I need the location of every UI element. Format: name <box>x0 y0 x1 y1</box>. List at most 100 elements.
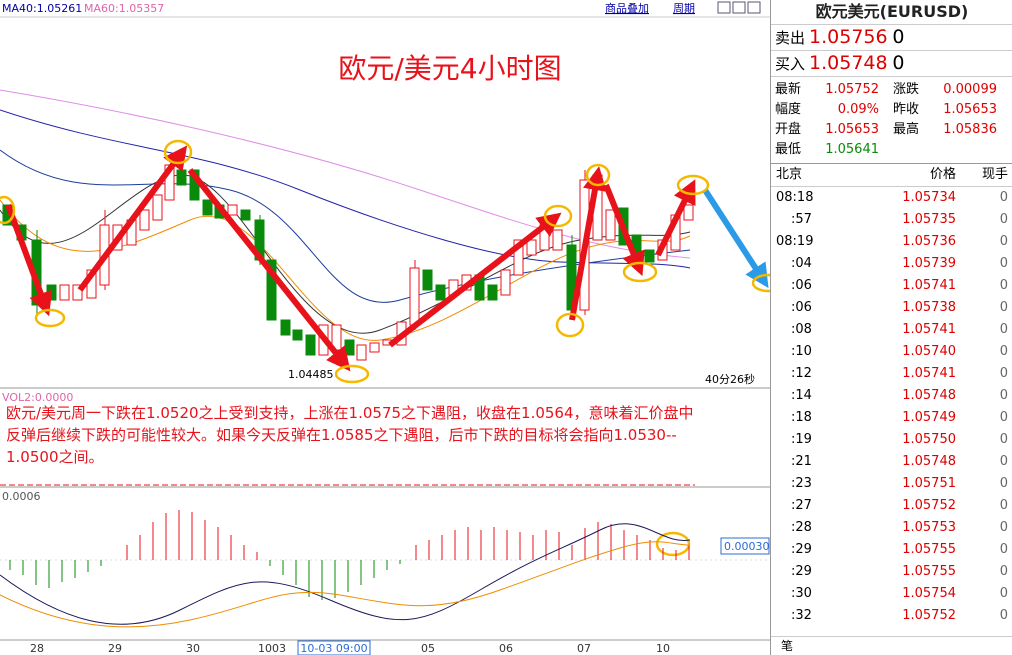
volume-label: VOL2:0.0000 <box>2 391 73 404</box>
buy-price: 1.05748 <box>809 52 888 74</box>
buy-label: 买入 <box>775 55 806 73</box>
tick-price: 1.05749 <box>902 410 956 425</box>
tick-time: :06 <box>791 300 812 315</box>
x-axis: 28 29 30 1003 10-03 09:00 05 06 07 10 <box>30 640 670 655</box>
tick-row: :23 1.05751 0 <box>771 473 1012 495</box>
x-tick-label: 10 <box>656 642 670 655</box>
tick-volume: 0 <box>999 498 1008 513</box>
stat-value: 0.00099 <box>943 82 997 97</box>
tick-price: 1.05751 <box>902 476 956 491</box>
tick-price: 1.05736 <box>902 234 956 249</box>
tick-time: :32 <box>791 608 812 623</box>
stat-value: 1.05653 <box>943 102 997 117</box>
tick-price: 1.05735 <box>902 212 956 227</box>
tick-volume: 0 <box>999 520 1008 535</box>
tick-time: :06 <box>791 278 812 293</box>
tick-volume: 0 <box>999 344 1008 359</box>
commentary: 欧元/美元周一下跌在1.0520之上受到支持，上涨在1.0575之下遇阻，收盘在… <box>6 404 694 466</box>
tick-price: 1.05740 <box>902 344 956 359</box>
macd-value-box <box>720 537 770 555</box>
sell-volume: 0 <box>892 26 905 48</box>
tick-time: :08 <box>791 322 812 337</box>
sell-price: 1.05756 <box>809 26 888 48</box>
tick-row: 08:18 1.05734 0 <box>771 187 1012 209</box>
tick-volume: 0 <box>999 300 1008 315</box>
tick-price: 1.05748 <box>902 388 956 403</box>
tick-volume: 0 <box>999 366 1008 381</box>
trend-arrows <box>5 145 696 372</box>
tick-price: 1.05752 <box>902 608 956 623</box>
stat-label: 昨收 <box>893 102 920 117</box>
macd-current-value: 0.00030 <box>724 540 770 553</box>
tick-time: :19 <box>791 432 812 447</box>
countdown: 40分26秒 <box>705 372 755 386</box>
x-tick-label: 1003 <box>258 642 286 655</box>
stat-label: 涨跌 <box>893 82 920 97</box>
commentary-line: 1.0500之间。 <box>6 448 104 466</box>
tick-volume: 0 <box>999 476 1008 491</box>
toolbar-icons[interactable] <box>717 1 761 14</box>
tick-row: :28 1.05753 0 <box>771 517 1012 539</box>
ticks-list: 08:18 1.05734 0:57 1.05735 0 08:19 1.05736 0:04… <box>771 187 1012 627</box>
tick-row: :18 1.05749 0 <box>771 407 1012 429</box>
stat-value: 0.09% <box>837 102 879 117</box>
tick-time: :30 <box>791 586 812 601</box>
stat-label: 幅度 <box>775 102 802 117</box>
tick-row: :06 1.05738 0 <box>771 297 1012 319</box>
tick-row: :10 1.05740 0 <box>771 341 1012 363</box>
tick-volume: 0 <box>999 542 1008 557</box>
ticks-header-cell: 价格 <box>929 167 956 182</box>
stat-value: 1.05752 <box>825 82 879 97</box>
tick-volume: 0 <box>999 190 1008 205</box>
tick-row: :19 1.05750 0 <box>771 429 1012 451</box>
sell-row: 卖出 1.05756 0 <box>771 25 1012 51</box>
tick-volume: 0 <box>999 410 1008 425</box>
tick-time: :04 <box>791 256 812 271</box>
tick-row: :04 1.05739 0 <box>771 253 1012 275</box>
x-tick-label: 10-03 09:00 <box>300 642 367 655</box>
stat-label: 最高 <box>893 122 920 137</box>
tick-row: :08 1.05741 0 <box>771 319 1012 341</box>
stats-row: 最新 1.05752 涨跌 0.00099 <box>771 80 1012 100</box>
overlay-button[interactable]: 商品叠加 <box>605 1 649 15</box>
tick-volume: 0 <box>999 432 1008 447</box>
tick-row: :57 1.05735 0 <box>771 209 1012 231</box>
tick-row: :32 1.05752 0 <box>771 605 1012 627</box>
footer: 笔 <box>771 636 1012 655</box>
low-label: 1.04485 <box>288 368 334 381</box>
x-tick-label: 29 <box>108 642 122 655</box>
background <box>0 0 770 655</box>
x-tick-label: 07 <box>577 642 591 655</box>
tick-row: :06 1.05741 0 <box>771 275 1012 297</box>
stats-row: 幅度 0.09% 昨收 1.05653 <box>771 100 1012 120</box>
tick-time: :29 <box>791 564 812 579</box>
tick-volume: 0 <box>999 234 1008 249</box>
tick-time: :23 <box>791 476 812 491</box>
tick-price: 1.05734 <box>902 190 956 205</box>
tick-volume: 0 <box>999 388 1008 403</box>
x-tick-label: 06 <box>499 642 513 655</box>
tick-row: :21 1.05748 0 <box>771 451 1012 473</box>
x-tick-label: 05 <box>421 642 435 655</box>
period-button[interactable]: 周期 <box>673 2 695 15</box>
tick-row: :30 1.05754 0 <box>771 583 1012 605</box>
tick-price: 1.05739 <box>902 256 956 271</box>
tick-price: 1.05741 <box>902 278 956 293</box>
tick-price: 1.05738 <box>902 300 956 315</box>
forecast-arrow <box>702 188 769 289</box>
macd-lines <box>0 523 691 628</box>
stats: 最新 1.05752 涨跌 0.00099 幅度 0.09% 昨收 1.05653 开盘 1.05… <box>771 77 1012 164</box>
stat-label: 最低 <box>775 142 802 157</box>
buy-volume: 0 <box>892 52 905 74</box>
tick-row: :29 1.05755 0 <box>771 539 1012 561</box>
tick-time: :21 <box>791 454 812 469</box>
x-tick-label: 30 <box>186 642 200 655</box>
highlight-circles <box>0 139 770 557</box>
commentary-line: 反弹后继续下跌的可能性较大。如果今天反弹在1.0585之下遇阻，后市下跌的目标将… <box>6 426 677 444</box>
ticks-header: 北京 价格 现手 <box>771 164 1012 187</box>
tick-price: 1.05754 <box>902 586 956 601</box>
tick-price: 1.05750 <box>902 432 956 447</box>
tick-row: :12 1.05741 0 <box>771 363 1012 385</box>
tick-price: 1.05741 <box>902 366 956 381</box>
stat-label: 最新 <box>775 82 802 97</box>
